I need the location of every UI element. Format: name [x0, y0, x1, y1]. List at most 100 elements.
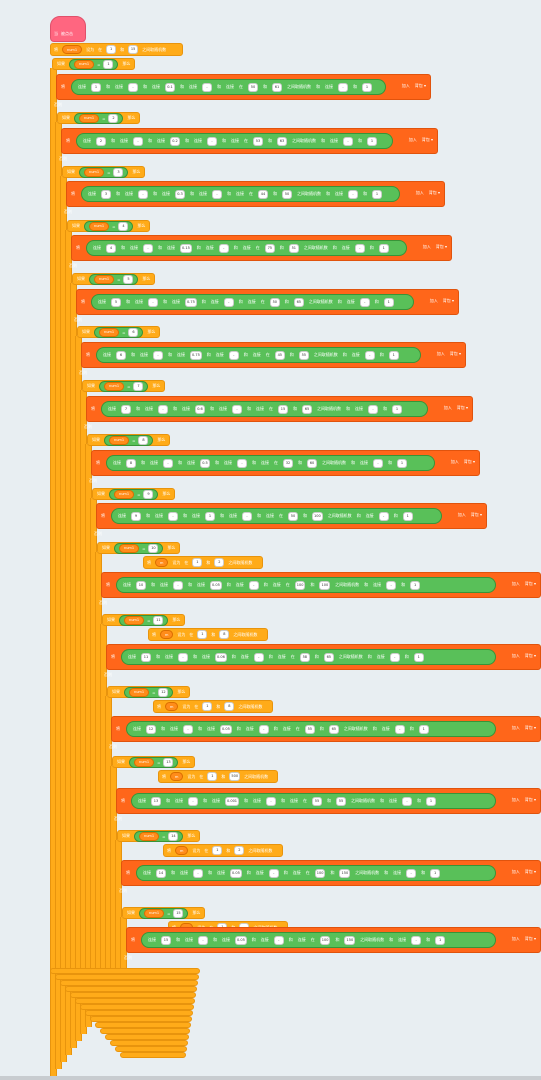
join-value-input[interactable]: 13: [151, 796, 161, 806]
join-separator-input[interactable]: -: [198, 935, 208, 945]
num1-variable-reporter[interactable]: num1: [104, 381, 125, 391]
join-value-input[interactable]: 0.3: [175, 189, 185, 199]
add-to-list-block[interactable]: 将连接 4 和连接 - 和连接 0.15 和连接 - 和连接在 75 和 51 之间取随机数和连接 - 和 1…: [71, 235, 452, 261]
join-reporter-chain[interactable]: 连接 12 和连接 - 和连接 0.05 和连接 - 和连接在 55 和 65 之间取随机数和连接 - 和 1: [126, 721, 496, 737]
random-min-input[interactable]: 55: [312, 796, 323, 806]
random-min-input[interactable]: 32: [283, 458, 293, 468]
add-to-list-block[interactable]: 将连接 14 和连接 - 和连接 0.05 和连接 - 和连接在 100 和 150 之间取随机数和连接…: [121, 860, 541, 886]
join-separator-input[interactable]: -: [389, 652, 400, 662]
add-to-list-block[interactable]: 将连接 13 和连接 - 和连接 0.001 和连接 - 和连接在 55 和 55 之间取随机数和连接 -…: [116, 788, 541, 814]
random-max-input[interactable]: 15: [128, 45, 139, 54]
join-value-input[interactable]: 1: [397, 458, 407, 468]
join-value-input[interactable]: 1: [367, 136, 377, 146]
join-separator-input[interactable]: -: [188, 796, 198, 806]
join-value-input[interactable]: 0.1: [165, 82, 175, 92]
add-to-list-block[interactable]: 将连接 15 和连接 - 和连接 0.05 和连接 - 和连接在 100 和 150 之间取随机数和连接…: [126, 927, 541, 953]
add-to-list-block[interactable]: 将连接 6 和连接 - 和连接 0.75 和连接 - 和连接在 45 和 55 之间取随机数和连接 - 和 1…: [81, 342, 466, 368]
num1-variable-reporter[interactable]: num1: [109, 435, 130, 445]
join-value-input[interactable]: 0.2: [170, 136, 180, 146]
m-variable-dropdown[interactable]: m: [175, 846, 189, 855]
join-separator-input[interactable]: -: [207, 136, 217, 146]
if-else-block[interactable]: 如果 num1 = 14 那么: [117, 830, 201, 842]
if-else-block[interactable]: 如果 num1 = 5 那么: [72, 273, 156, 285]
join-separator-input[interactable]: -: [411, 935, 422, 945]
join-reporter-chain[interactable]: 连接 3 和连接 - 和连接 0.3 和连接 - 和连接在 44 和 50 之间取随机数和连接 - 和 1: [81, 186, 400, 202]
m-variable-dropdown[interactable]: m: [170, 772, 184, 781]
join-separator-input[interactable]: -: [228, 350, 239, 360]
random-min-input[interactable]: 50: [269, 297, 280, 307]
add-to-list-block[interactable]: 将连接 7 和连接 - 和连接 0.6 和连接 - 和连接在 15 和 65 之间取随机数和连接 - 和 1 加…: [86, 396, 473, 422]
num1-variable-reporter[interactable]: num1: [144, 908, 165, 918]
join-separator-input[interactable]: -: [237, 458, 247, 468]
join-value-input[interactable]: 0.5: [200, 458, 210, 468]
random-min-input[interactable]: 45: [274, 350, 285, 360]
join-value-input[interactable]: 1: [383, 297, 394, 307]
num1-variable-reporter[interactable]: num1: [99, 327, 120, 337]
if-else-block[interactable]: 如果 num1 = 2 那么: [57, 112, 141, 124]
join-separator-input[interactable]: -: [394, 724, 405, 734]
random-min-input[interactable]: 50: [288, 511, 298, 521]
join-reporter-chain[interactable]: 连接 13 和连接 - 和连接 0.001 和连接 - 和连接在 55 和 55 之间取随机数和连接 - 和…: [131, 793, 496, 809]
condition-value-input[interactable]: 9: [143, 489, 154, 499]
join-value-input[interactable]: 1: [392, 404, 402, 414]
random-max-input[interactable]: 63: [277, 136, 287, 146]
join-separator-input[interactable]: -: [223, 297, 234, 307]
join-value-input[interactable]: 8: [126, 458, 136, 468]
random-max-input[interactable]: 65: [323, 652, 334, 662]
join-value-input[interactable]: 14: [156, 868, 166, 878]
join-separator-input[interactable]: -: [343, 136, 353, 146]
join-value-input[interactable]: 7: [121, 404, 131, 414]
condition-value-input[interactable]: 13: [163, 757, 174, 767]
join-separator-input[interactable]: -: [359, 297, 370, 307]
num1-variable-reporter[interactable]: num1: [124, 615, 145, 625]
equals-condition[interactable]: num1 = 5: [89, 273, 139, 285]
join-separator-input[interactable]: -: [128, 82, 138, 92]
join-separator-input[interactable]: -: [386, 580, 397, 590]
join-value-input[interactable]: 10: [136, 580, 146, 590]
condition-value-input[interactable]: 1: [103, 59, 114, 69]
join-separator-input[interactable]: -: [212, 189, 222, 199]
join-reporter-chain[interactable]: 连接 2 和连接 - 和连接 0.2 和连接 - 和连接在 53 和 63 之间取随机数和连接 - 和 1: [76, 133, 393, 149]
add-to-list-block[interactable]: 将连接 12 和连接 - 和连接 0.05 和连接 - 和连接在 55 和 65 之间取随机数和连接 - 和…: [111, 716, 541, 742]
random-min-input[interactable]: 58: [299, 652, 310, 662]
condition-value-input[interactable]: 10: [148, 543, 159, 553]
random-max-input[interactable]: 50: [282, 189, 292, 199]
join-separator-input[interactable]: -: [218, 243, 229, 253]
random-max-input[interactable]: 100: [319, 580, 331, 590]
join-separator-input[interactable]: -: [153, 350, 163, 360]
join-value-input[interactable]: 4: [106, 243, 116, 253]
random-max-input[interactable]: 100: [312, 511, 323, 521]
join-separator-input[interactable]: -: [143, 243, 153, 253]
join-value-input[interactable]: 1: [413, 652, 424, 662]
random-min-input[interactable]: 15: [278, 404, 288, 414]
random-max-input[interactable]: 150: [339, 868, 351, 878]
join-reporter-chain[interactable]: 连接 1 和连接 - 和连接 0.1 和连接 - 和连接在 50 和 61 之间取随机数和连接 - 和 1: [71, 79, 386, 95]
if-else-block[interactable]: 如果 num1 = 12 那么: [107, 686, 191, 698]
if-else-block[interactable]: 如果 num1 = 7 那么: [82, 380, 166, 392]
join-separator-input[interactable]: -: [168, 511, 178, 521]
num1-variable-reporter[interactable]: num1: [129, 687, 150, 697]
join-value-input[interactable]: 1: [402, 511, 413, 521]
m-variable-dropdown[interactable]: m: [160, 630, 174, 639]
join-value-input[interactable]: 0.75: [190, 350, 202, 360]
join-separator-input[interactable]: -: [378, 511, 389, 521]
join-separator-input[interactable]: -: [148, 297, 158, 307]
join-value-input[interactable]: 1: [410, 580, 421, 590]
add-to-list-block[interactable]: 将连接 11 和连接 - 和连接 0.06 和连接 - 和连接在 58 和 65 之间取随机数和连接 - 和…: [106, 644, 541, 670]
join-value-input[interactable]: 1: [388, 350, 399, 360]
add-to-list-block[interactable]: 将连接 8 和连接 - 和连接 0.5 和连接 - 和连接在 32 和 60 之间取随机数和连接 - 和 1 加…: [91, 450, 480, 476]
equals-condition[interactable]: num1 = 7: [99, 380, 149, 392]
equals-condition[interactable]: num1 = 14: [134, 830, 184, 842]
random-max-input[interactable]: 2: [234, 846, 245, 855]
if-else-block[interactable]: 如果 num1 = 10 那么: [97, 542, 181, 554]
random-min-input[interactable]: 50: [248, 82, 258, 92]
num1-variable-reporter[interactable]: num1: [114, 489, 135, 499]
random-min-input[interactable]: 1: [197, 630, 208, 639]
add-to-list-block[interactable]: 将连接 1 和连接 - 和连接 0.1 和连接 - 和连接在 50 和 61 之间取随机数和连接 - 和 1 加…: [56, 74, 431, 100]
join-separator-input[interactable]: -: [348, 189, 358, 199]
num1-variable-reporter[interactable]: num1: [89, 221, 110, 231]
join-value-input[interactable]: 5: [111, 297, 121, 307]
join-separator-input[interactable]: -: [364, 350, 375, 360]
join-reporter-chain[interactable]: 连接 8 和连接 - 和连接 0.5 和连接 - 和连接在 32 和 60 之间取随机数和连接 - 和 1: [106, 455, 435, 471]
join-value-input[interactable]: 1: [435, 935, 446, 945]
